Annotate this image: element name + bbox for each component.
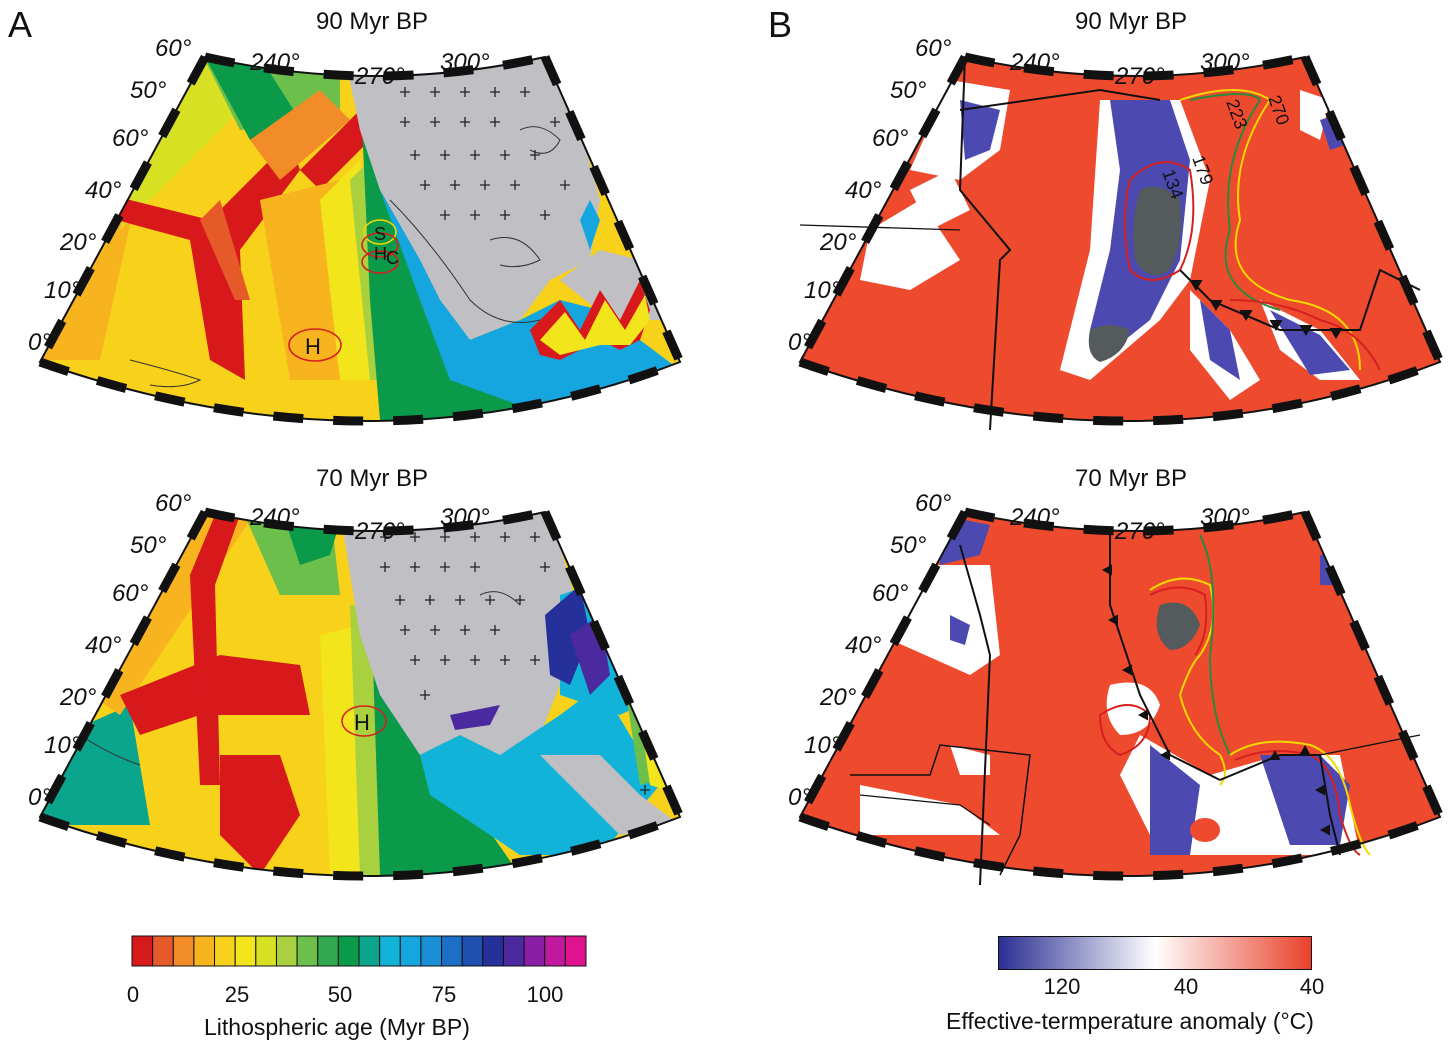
longitude-label: 270° — [1114, 518, 1165, 545]
age-colorbar-swatch — [275, 935, 298, 967]
longitude-label: 270° — [1114, 63, 1165, 90]
age-colorbar-swatch — [255, 935, 277, 967]
latitude-label: 60° — [915, 35, 952, 62]
latitude-label: 20° — [59, 684, 97, 711]
map-b-70myr: 240° 270° 300° 60° 50° 60° 40° 20° 10° 0… — [788, 490, 1445, 886]
panel-letter-a: A — [8, 4, 33, 45]
latitude-label: 60° — [872, 125, 909, 152]
latitude-label: 20° — [819, 229, 857, 256]
latitude-label: 60° — [155, 35, 192, 62]
latitude-label: 60° — [112, 125, 149, 152]
latitude-label: 60° — [872, 580, 909, 607]
latitude-label: 0° — [788, 784, 811, 811]
latitude-label: 10° — [804, 732, 841, 759]
hotspot-label: H — [305, 334, 321, 359]
age-colorbar-swatch — [461, 935, 484, 967]
age-colorbar-title: Lithospheric age (Myr BP) — [204, 1014, 470, 1040]
longitude-label: 240° — [1009, 504, 1060, 531]
latitude-label: 40° — [85, 632, 122, 659]
latitude-label: 40° — [845, 177, 882, 204]
longitude-label: 300° — [1200, 49, 1250, 76]
age-colorbar-swatch — [172, 935, 195, 967]
age-colorbar-swatch — [296, 935, 319, 967]
latitude-label: 20° — [59, 229, 97, 256]
latitude-label: 20° — [819, 684, 857, 711]
hotspot-label: S — [374, 224, 386, 244]
map-title-a-bottom: 70 Myr BP — [315, 465, 429, 492]
age-colorbar-swatch — [502, 935, 525, 967]
age-tick: 75 — [431, 982, 457, 1007]
age-colorbar-swatch — [544, 935, 566, 967]
age-colorbar-swatch — [234, 935, 257, 967]
latitude-label: 10° — [804, 277, 841, 304]
latitude-label: 0° — [28, 784, 51, 811]
longitude-label: 300° — [440, 49, 490, 76]
temperature-colorbar-title: Effective-termperature anomaly (°C) — [946, 1008, 1314, 1034]
latitude-label: 60° — [915, 490, 952, 517]
latitude-label: 50° — [130, 77, 167, 104]
longitude-label: 270° — [354, 518, 405, 545]
age-tick: 0 — [126, 982, 140, 1007]
map-title-b-top: 90 Myr BP — [1074, 8, 1188, 35]
temperature-tick: 40 — [1173, 974, 1199, 999]
age-colorbar-swatch — [214, 935, 236, 967]
age-colorbar-swatch — [131, 935, 154, 967]
latitude-label: 50° — [890, 532, 927, 559]
latitude-label: 0° — [788, 329, 811, 356]
longitude-label: 240° — [249, 49, 300, 76]
latitude-label: 60° — [112, 580, 149, 607]
panel-letter-b: B — [768, 4, 793, 45]
age-colorbar-swatch — [193, 935, 216, 967]
age-colorbar-swatch — [379, 935, 401, 967]
map-title-b-bottom: 70 Myr BP — [1074, 465, 1188, 492]
latitude-label: 10° — [44, 732, 81, 759]
age-colorbar — [131, 935, 587, 967]
age-colorbar-swatch — [399, 935, 422, 967]
hotspot-label: H — [374, 244, 387, 264]
temperature-tick: 120 — [1043, 974, 1081, 999]
age-tick: 100 — [526, 982, 564, 1007]
age-colorbar-swatch — [523, 935, 546, 967]
age-colorbar-swatch — [358, 935, 381, 967]
age-colorbar-swatch — [482, 935, 504, 967]
map-title-a-top: 90 Myr BP — [315, 8, 429, 35]
age-colorbar-swatch — [564, 935, 587, 967]
latitude-label: 40° — [85, 177, 122, 204]
map-a-90myr: S H C H 240° 270° 300° 60° 50° 60° 40° 2… — [28, 35, 685, 426]
age-colorbar-swatch — [420, 935, 443, 967]
longitude-label: 240° — [249, 504, 300, 531]
temperature-tick: 40 — [1299, 974, 1325, 999]
latitude-label: 50° — [130, 532, 167, 559]
map-b-90myr: 270 223 179 134 240° 270° 300° 60° 50° 6… — [788, 35, 1445, 431]
latitude-label: 0° — [28, 329, 51, 356]
map-a-70myr: H 240° 270° 300° 60° 50° 60° 40° 20° 10°… — [28, 490, 685, 881]
latitude-label: 40° — [845, 632, 882, 659]
latitude-label: 60° — [155, 490, 192, 517]
hotspot-label: C — [386, 248, 399, 268]
age-colorbar-swatch — [337, 935, 360, 967]
age-colorbar-swatch — [441, 935, 463, 967]
longitude-label: 300° — [1200, 504, 1250, 531]
age-colorbar-swatch — [152, 935, 174, 967]
age-tick: 25 — [224, 982, 250, 1007]
latitude-label: 50° — [890, 77, 927, 104]
latitude-label: 10° — [44, 277, 81, 304]
temperature-colorbar — [998, 936, 1312, 970]
longitude-label: 300° — [440, 504, 490, 531]
age-colorbar-swatch — [317, 935, 339, 967]
age-tick: 50 — [327, 982, 353, 1007]
longitude-label: 270° — [354, 63, 405, 90]
longitude-label: 240° — [1009, 49, 1060, 76]
hotspot-label: H — [354, 710, 370, 735]
